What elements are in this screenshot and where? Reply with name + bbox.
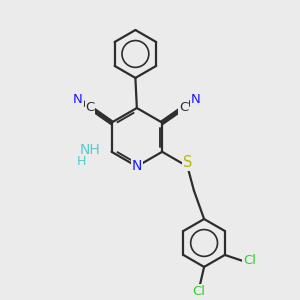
Text: Cl: Cl: [193, 285, 206, 298]
Text: S: S: [183, 155, 192, 170]
Text: N: N: [73, 93, 83, 106]
Text: C: C: [179, 101, 188, 114]
Text: N: N: [191, 93, 200, 106]
Text: C: C: [85, 101, 95, 114]
Text: NH: NH: [80, 143, 101, 158]
Text: Cl: Cl: [243, 254, 256, 267]
Text: N: N: [132, 159, 142, 173]
Text: H: H: [77, 155, 86, 168]
